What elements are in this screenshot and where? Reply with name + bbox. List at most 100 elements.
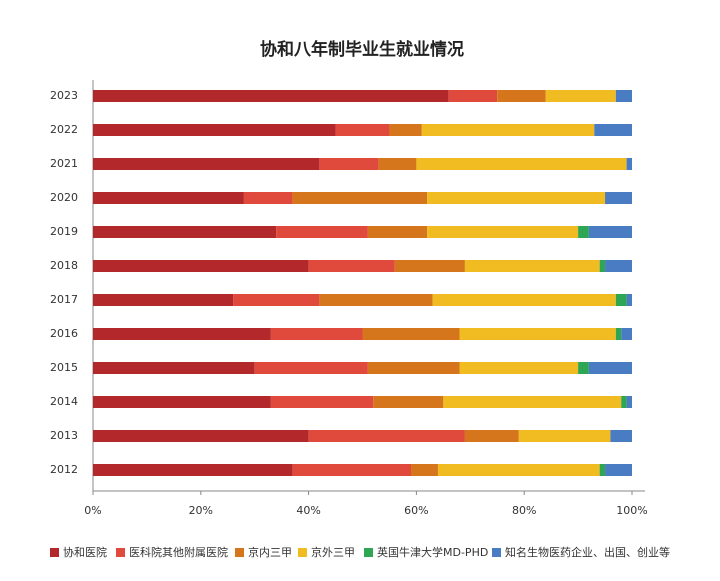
- bar-segment: [621, 396, 627, 408]
- bar-segment: [319, 158, 379, 170]
- bar-segment: [93, 192, 244, 204]
- y-tick-label: 2020: [50, 191, 78, 204]
- bar-segment: [93, 396, 271, 408]
- legend-label: 知名生物医药企业、出国、创业等: [505, 545, 670, 559]
- bar-segment: [621, 328, 632, 340]
- chart-title: 协和八年制毕业生就业情况: [260, 39, 464, 60]
- bar-segment: [308, 260, 395, 272]
- legend-label: 京外三甲: [311, 545, 355, 559]
- y-tick-label: 2022: [50, 123, 78, 136]
- y-tick-label: 2014: [50, 395, 78, 408]
- bar-segment: [626, 396, 632, 408]
- bar-segment: [93, 158, 320, 170]
- legend-swatch: [50, 548, 59, 557]
- legend-label: 医科院其他附属医院: [129, 545, 228, 559]
- bar-segment: [427, 226, 579, 238]
- bar-segment: [459, 328, 616, 340]
- y-tick-label: 2021: [50, 157, 78, 170]
- bar-segment: [243, 192, 293, 204]
- bar-segment: [610, 430, 632, 442]
- bar-segment: [93, 294, 234, 306]
- bar-segment: [93, 464, 293, 476]
- bar-segment: [93, 362, 255, 374]
- bar-segment: [308, 430, 465, 442]
- legend-label: 英国牛津大学MD-PHD: [377, 545, 488, 559]
- bar-segment: [93, 430, 309, 442]
- bar-segment: [443, 396, 622, 408]
- bar-segment: [416, 158, 627, 170]
- y-tick-label: 2016: [50, 327, 78, 340]
- bar-segment: [605, 464, 632, 476]
- y-tick-label: 2018: [50, 259, 78, 272]
- x-tick-label: 40%: [296, 504, 320, 517]
- bar-segment: [389, 124, 422, 136]
- bar-segment: [615, 90, 632, 102]
- y-tick-label: 2013: [50, 429, 78, 442]
- bar-segment: [432, 294, 616, 306]
- bar-segment: [615, 328, 622, 340]
- bar-segment: [578, 226, 589, 238]
- bar-segment: [378, 158, 417, 170]
- bar-segment: [464, 430, 519, 442]
- bar-segment: [254, 362, 368, 374]
- y-tick-label: 2019: [50, 225, 78, 238]
- bar-segment: [464, 260, 600, 272]
- y-tick-label: 2017: [50, 293, 78, 306]
- x-tick-label: 0%: [84, 504, 101, 517]
- bar-segment: [497, 90, 546, 102]
- legend-label: 京内三甲: [248, 545, 292, 559]
- bar-segment: [605, 260, 632, 272]
- bar-segment: [615, 294, 627, 306]
- bar-segment: [292, 192, 428, 204]
- bar-segment: [427, 192, 606, 204]
- bar-segment: [448, 90, 498, 102]
- legend-label: 协和医院: [63, 545, 107, 559]
- bar-segment: [93, 328, 271, 340]
- bar-segment: [367, 362, 460, 374]
- x-tick-label: 20%: [189, 504, 213, 517]
- bar-segment: [292, 464, 412, 476]
- legend-swatch: [364, 548, 373, 557]
- legend-swatch: [116, 548, 125, 557]
- bar-segment: [421, 124, 595, 136]
- bar-segment: [578, 362, 589, 374]
- bar-segment: [518, 430, 611, 442]
- bar-segment: [276, 226, 368, 238]
- bar-segment: [626, 294, 632, 306]
- legend-swatch: [298, 548, 307, 557]
- bar-segment: [588, 362, 632, 374]
- bar-segment: [93, 226, 277, 238]
- bar-segment: [545, 90, 616, 102]
- bar-segment: [373, 396, 444, 408]
- bar-segment: [411, 464, 438, 476]
- y-tick-label: 2023: [50, 89, 78, 102]
- bar-segment: [319, 294, 433, 306]
- x-tick-label: 80%: [512, 504, 536, 517]
- bar-segment: [605, 192, 632, 204]
- bar-segment: [626, 158, 632, 170]
- bar-segment: [233, 294, 320, 306]
- bar-segment: [594, 124, 632, 136]
- legend-swatch: [492, 548, 501, 557]
- bar-segment: [599, 260, 606, 272]
- legend-swatch: [235, 548, 244, 557]
- bar-segment: [437, 464, 600, 476]
- bar-segment: [362, 328, 460, 340]
- bar-segment: [335, 124, 390, 136]
- bar-segment: [93, 90, 449, 102]
- bar-segment: [270, 396, 374, 408]
- x-tick-label: 60%: [404, 504, 428, 517]
- bar-segment: [394, 260, 465, 272]
- bar-segment: [270, 328, 363, 340]
- bar-segment: [367, 226, 428, 238]
- bar-segment: [459, 362, 579, 374]
- bar-segment: [93, 260, 309, 272]
- y-tick-label: 2015: [50, 361, 78, 374]
- bar-segment: [599, 464, 606, 476]
- x-tick-label: 100%: [616, 504, 647, 517]
- bar-segment: [93, 124, 336, 136]
- bar-segment: [588, 226, 632, 238]
- y-tick-label: 2012: [50, 463, 78, 476]
